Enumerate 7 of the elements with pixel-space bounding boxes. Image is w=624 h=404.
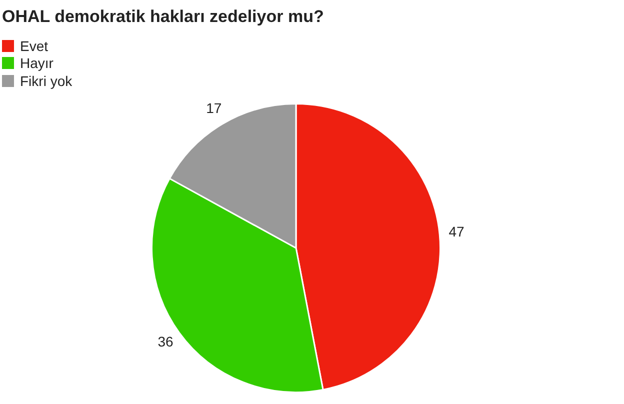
legend-label: Fikri yok: [20, 72, 72, 89]
data-label: 47: [448, 224, 465, 240]
legend-label: Evet: [20, 38, 48, 54]
chart-title: OHAL demokratik hakları zedeliyor mu?: [2, 7, 324, 27]
legend-label: Hayır: [20, 55, 54, 72]
data-label: 17: [206, 100, 222, 116]
data-label: 36: [158, 334, 174, 350]
